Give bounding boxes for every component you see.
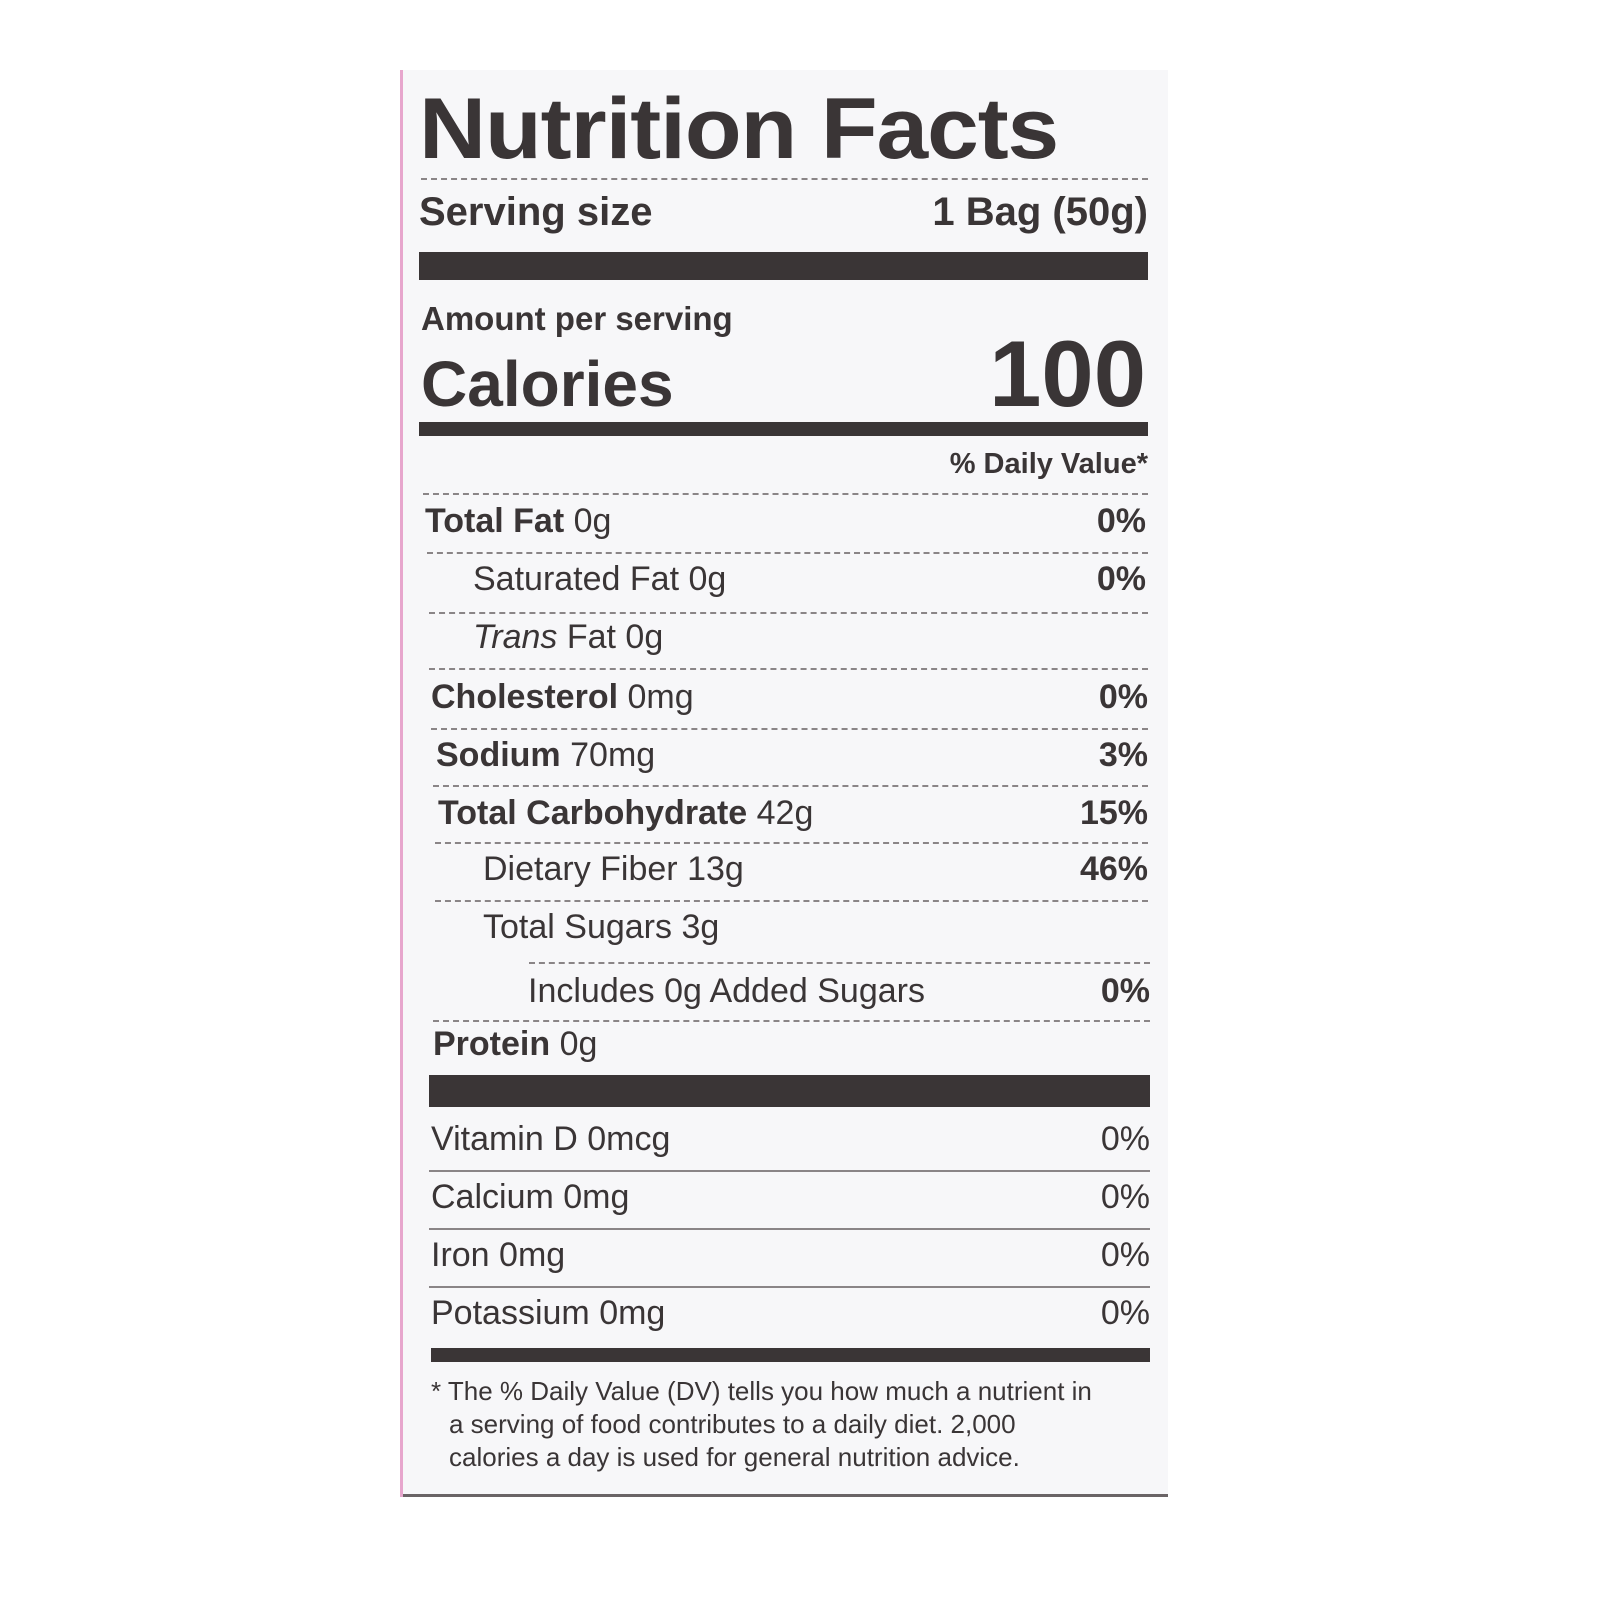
nutrient-dv: 0% [1100,972,1150,1010]
divider [429,1286,1150,1288]
daily-value-header: % Daily Value* [949,448,1148,480]
calories-value: 100 [989,321,1146,426]
nutrient-dv: 0% [1098,678,1148,716]
nutrient-row-total-fat: Total Fat 0g 0% [425,502,1146,541]
nutrient-name-suffix: Fat [566,618,616,656]
nutrient-name: Total Sugars [483,908,672,946]
nutrient-name: Total Fat [425,502,565,540]
nutrient-row-sodium: Sodium 70mg 3% [436,736,1148,775]
label-bottom-edge [403,1494,1168,1497]
nutrient-row-cholesterol: Cholesterol 0mg 0% [431,678,1148,717]
nutrient-amount: 42g [756,794,814,832]
vitamin-amount: 0mg [563,1178,630,1216]
vitamin-row-vitamin-d: Vitamin D 0mcg 0% [431,1120,1150,1159]
vitamin-name: Calcium [431,1178,554,1216]
vitamin-amount: 0mcg [587,1120,671,1158]
vitamin-dv: 0% [1100,1120,1150,1158]
footnote: * The % Daily Value (DV) tells you how m… [431,1375,1151,1474]
nutrient-amount: 0mg [627,678,694,716]
nutrient-dv: 15% [1079,794,1148,832]
divider [427,552,1148,554]
medium-divider [419,422,1148,436]
label-title: Nutrition Facts [419,81,1059,177]
serving-size-value: 1 Bag (50g) [932,190,1148,234]
nutrition-facts-label: Nutrition Facts Serving size 1 Bag (50g)… [400,70,1168,1497]
nutrient-name: Trans [473,618,558,656]
thick-divider [419,252,1148,280]
nutrient-dv: 0% [1096,502,1146,540]
footnote-line: * The % Daily Value (DV) tells you how m… [431,1376,1092,1406]
divider [429,612,1148,614]
nutrient-dv: 0% [1096,560,1146,598]
nutrient-name: Sodium [436,736,561,774]
divider [435,842,1148,844]
divider [433,785,1148,787]
nutrient-name: Cholesterol [431,678,619,716]
divider [429,668,1148,670]
nutrient-name: Protein [433,1025,551,1063]
nutrient-amount: 3g [681,908,720,946]
divider [429,1228,1150,1230]
nutrient-row-total-carbohydrate: Total Carbohydrate 42g 15% [438,794,1148,833]
nutrient-name: Saturated Fat [473,560,680,598]
thick-divider [429,1075,1150,1107]
divider [423,493,1148,495]
nutrient-name: Dietary Fiber [483,850,678,888]
vitamin-name: Iron [431,1236,490,1274]
serving-size-row: Serving size 1 Bag (50g) [419,190,1148,235]
nutrient-dv: 3% [1098,736,1148,774]
vitamin-row-calcium: Calcium 0mg 0% [431,1178,1150,1217]
vitamin-dv: 0% [1100,1178,1150,1216]
medium-divider [431,1348,1150,1362]
amount-per-serving: Amount per serving [421,300,733,337]
vitamin-dv: 0% [1100,1294,1150,1332]
vitamin-name: Vitamin D [431,1120,578,1158]
nutrient-amount: 13g [687,850,744,888]
nutrient-row-protein: Protein 0g [433,1025,1150,1064]
footnote-line: calories a day is used for general nutri… [449,1442,1020,1472]
nutrient-row-total-sugars: Total Sugars 3g [483,908,1148,947]
nutrient-amount: 0g [559,1025,598,1063]
divider [435,900,1148,902]
vitamin-row-potassium: Potassium 0mg 0% [431,1294,1150,1333]
divider [529,962,1150,964]
nutrient-row-added-sugars: Includes 0g Added Sugars 0% [528,972,1150,1011]
vitamin-dv: 0% [1100,1236,1150,1274]
divider [433,1020,1150,1022]
nutrient-dv: 46% [1079,850,1148,888]
nutrient-row-saturated-fat: Saturated Fat 0g 0% [473,560,1146,599]
serving-size-label: Serving size [419,190,653,234]
calories-row: Calories 100 [421,320,1146,428]
calories-label: Calories [421,348,674,420]
vitamin-name: Potassium [431,1294,590,1332]
nutrient-row-trans-fat: Trans Fat 0g [473,618,1146,657]
footnote-line: a serving of food contributes to a daily… [449,1409,1016,1439]
divider [431,728,1148,730]
nutrient-amount: 0g [573,502,612,540]
nutrient-row-dietary-fiber: Dietary Fiber 13g 46% [483,850,1148,889]
vitamin-row-iron: Iron 0mg 0% [431,1236,1150,1275]
nutrient-amount: 70mg [570,736,656,774]
nutrient-amount: 0g [625,618,664,656]
nutrient-name: Includes 0g Added Sugars [528,972,925,1010]
divider [429,1170,1150,1172]
vitamin-amount: 0mg [499,1236,566,1274]
nutrient-amount: 0g [688,560,727,598]
nutrient-name: Total Carbohydrate [438,794,748,832]
divider [421,178,1148,180]
vitamin-amount: 0mg [599,1294,666,1332]
